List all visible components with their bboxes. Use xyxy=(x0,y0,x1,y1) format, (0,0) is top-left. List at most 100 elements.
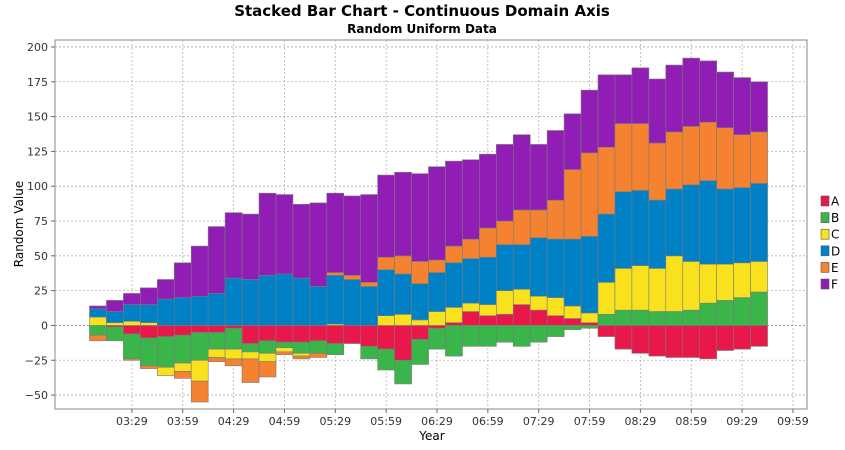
bar-segment-f xyxy=(89,305,107,310)
bar-segment-f xyxy=(733,77,751,135)
bar-segment-b xyxy=(614,309,633,326)
legend-swatch-e xyxy=(820,262,830,273)
bar-segment-c xyxy=(224,348,243,360)
legend-label-c: C xyxy=(831,228,839,242)
y-tick-label: 175 xyxy=(27,76,48,89)
bar-segment-c xyxy=(462,302,480,312)
bar-segment-f xyxy=(377,174,395,258)
bar-segment-c xyxy=(665,255,684,312)
bar-segment-e xyxy=(292,355,311,360)
bar-segment-c xyxy=(258,352,277,362)
bar-segment-e xyxy=(377,256,395,271)
bar-segment-a xyxy=(377,325,395,350)
bar-segment-a xyxy=(241,325,260,344)
bar-segment-c xyxy=(207,348,226,358)
bar-segment-f xyxy=(360,194,379,283)
bar-segment-e xyxy=(648,142,667,201)
bar-segment-b xyxy=(479,325,497,347)
y-tick-label: 125 xyxy=(27,145,48,158)
bar-segment-f xyxy=(479,153,497,229)
bar-segment-d xyxy=(89,308,107,318)
bar-segment-e xyxy=(580,152,599,237)
bar-segment-e xyxy=(343,275,362,280)
x-axis-label: Year xyxy=(418,429,444,443)
bar-segment-b xyxy=(224,327,243,350)
bar-segment-a xyxy=(275,325,294,343)
bar-segment-c xyxy=(394,314,412,326)
bar-segment-d xyxy=(529,237,548,297)
bar-segment-a xyxy=(479,315,497,326)
bar-segment-f xyxy=(648,78,667,144)
bar-segment-b xyxy=(716,300,734,326)
bar-segment-c xyxy=(89,316,107,326)
x-tick-label: 03:29 xyxy=(116,415,148,428)
bar-segment-d xyxy=(648,199,667,269)
bar-segment-b xyxy=(462,325,480,347)
bar-segment-f xyxy=(123,293,141,305)
bar-segment-d xyxy=(309,286,328,326)
bar-segment-e xyxy=(733,134,751,188)
bar-segment-b xyxy=(733,297,751,326)
bar-segment-c xyxy=(275,347,294,353)
bar-segment-c xyxy=(529,295,548,311)
bar-segment-c xyxy=(428,311,446,326)
bar-segment-b xyxy=(495,325,514,343)
bar-segment-a xyxy=(597,325,616,337)
bar-segment-b xyxy=(377,348,395,371)
bar-segment-c xyxy=(716,263,734,301)
bar-segment-a xyxy=(750,325,768,347)
bar-segment-d xyxy=(495,244,514,291)
bar-segment-b xyxy=(682,309,701,326)
bar-segment-e xyxy=(546,199,565,240)
bar-segment-a xyxy=(733,325,751,350)
bar-segment-e xyxy=(173,371,192,379)
y-axis: 200 175 150 125 100 75 50 25 0 −25 −50 xyxy=(25,41,55,402)
bar-segment-d xyxy=(173,297,192,326)
bar-segment-d xyxy=(123,304,141,322)
bar-segment-e xyxy=(597,146,616,215)
bars-group xyxy=(89,57,768,403)
bar-segment-a xyxy=(224,325,243,329)
bar-segment-d xyxy=(207,293,226,326)
bar-segment-f xyxy=(716,71,734,129)
legend-swatch-c xyxy=(820,228,830,240)
bar-segment-c xyxy=(546,297,565,317)
bar-segment-c xyxy=(411,319,429,326)
bar-segment-c xyxy=(106,322,124,326)
bar-segment-a xyxy=(326,325,345,344)
bar-segment-d xyxy=(411,283,429,321)
legend-label-a: A xyxy=(831,195,840,209)
bar-segment-a xyxy=(411,325,429,340)
bar-segment-a xyxy=(428,325,446,329)
bar-segment-d xyxy=(190,295,209,326)
bar-segment-a xyxy=(563,318,582,326)
y-tick-label: 100 xyxy=(27,180,48,193)
y-tick-label: −25 xyxy=(25,354,48,367)
bar-segment-b xyxy=(258,340,277,354)
bar-segment-c xyxy=(682,261,701,311)
x-tick-label: 09:29 xyxy=(726,415,758,428)
bar-segment-d xyxy=(716,188,734,265)
bar-segment-d xyxy=(292,277,311,326)
bar-segment-c xyxy=(241,351,260,360)
bar-segment-e xyxy=(445,245,463,264)
bar-segment-c xyxy=(648,268,667,312)
bar-segment-e xyxy=(529,209,548,239)
bar-segment-b xyxy=(445,325,463,357)
bar-segment-a xyxy=(445,322,463,326)
bar-segment-e xyxy=(428,259,446,273)
bar-segment-d xyxy=(157,298,175,326)
bar-segment-e xyxy=(275,351,294,355)
bar-segment-f xyxy=(140,287,158,305)
bar-segment-c xyxy=(597,281,616,315)
bar-segment-c xyxy=(750,261,768,293)
bar-segment-d xyxy=(360,286,379,326)
bar-segment-f xyxy=(411,173,429,262)
bar-segment-f xyxy=(665,64,684,133)
bar-segment-b xyxy=(580,325,599,329)
bar-segment-a xyxy=(292,325,311,343)
bar-segment-e xyxy=(190,380,209,403)
bar-segment-c xyxy=(377,315,395,326)
x-tick-label: 06:59 xyxy=(472,415,504,428)
